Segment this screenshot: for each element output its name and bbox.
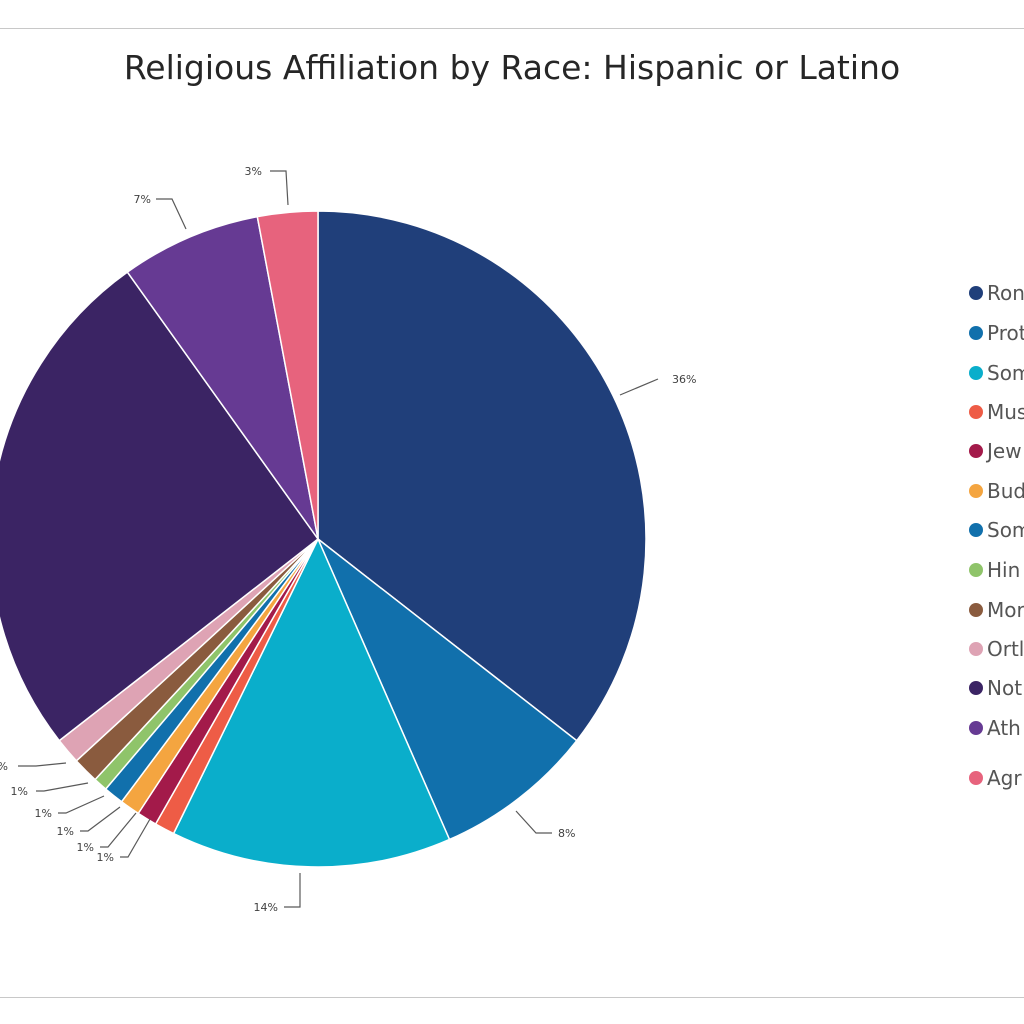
legend-marker-4 [969, 444, 983, 458]
legend-item-6: Som [969, 518, 1024, 542]
legend-marker-9 [969, 642, 983, 656]
legend-item-7: Hin [969, 558, 1020, 582]
legend-item-8: Mor [969, 598, 1024, 622]
leader-line-7 [36, 782, 89, 792]
legend-label-8: Mor [987, 598, 1024, 622]
data-label-11: 7% [134, 193, 151, 206]
leader-line-6 [58, 795, 105, 814]
data-labels: 36%8%14%1%1%1%1%1%1%7%3% [0, 165, 696, 914]
data-label-0: 36% [672, 373, 696, 386]
legend-label-11: Ath [987, 716, 1021, 740]
data-label-12: 3% [245, 165, 262, 178]
chart-area: Religious Affiliation by Race: Hispanic … [0, 28, 1024, 998]
legend-item-0: Ron [969, 281, 1024, 305]
legend-item-4: Jew [969, 439, 1022, 463]
legend-label-4: Jew [985, 439, 1022, 463]
legend-marker-8 [969, 603, 983, 617]
pie-slice-10 [0, 271, 320, 742]
legend-item-1: Prot [969, 321, 1024, 345]
pie-slice-2 [172, 537, 451, 868]
legend-marker-3 [969, 405, 983, 419]
legend-item-3: Mus [969, 400, 1024, 424]
leader-line-1 [515, 810, 552, 834]
legend-marker-11 [969, 721, 983, 735]
data-label-4: 1% [77, 841, 94, 854]
data-label-1: 8% [558, 827, 575, 840]
leader-line-11 [156, 198, 187, 230]
legend-item-5: Bud [969, 479, 1024, 503]
legend-item-10: Not [969, 676, 1022, 700]
data-label-2: 14% [254, 901, 278, 914]
legend-label-5: Bud [987, 479, 1024, 503]
legend-item-9: Ortl [969, 637, 1024, 661]
pie-slice-12 [256, 210, 319, 540]
legend-item-2: Som [969, 361, 1024, 385]
legend-label-7: Hin [987, 558, 1020, 582]
leader-line-0 [619, 378, 659, 396]
legend-marker-5 [969, 484, 983, 498]
legend-item-12: Agr [969, 766, 1022, 790]
data-label-3: 1% [97, 851, 114, 864]
legend-label-3: Mus [987, 400, 1024, 424]
legend-label-12: Agr [987, 766, 1022, 790]
data-label-6: 1% [35, 807, 52, 820]
legend: Ron Prot Som Mus Jew Bud Som Hin Mor Ortl Not Ath Ag… [969, 281, 1024, 790]
legend-marker-2 [969, 366, 983, 380]
legend-marker-0 [969, 286, 983, 300]
chart-title: Religious Affiliation by Race: Hispanic … [124, 48, 900, 87]
legend-label-6: Som [987, 518, 1024, 542]
legend-label-2: Som [987, 361, 1024, 385]
legend-label-0: Ron [987, 281, 1024, 305]
leader-line-3 [120, 818, 151, 858]
leader-line-2 [284, 873, 301, 908]
legend-marker-7 [969, 563, 983, 577]
legend-marker-10 [969, 681, 983, 695]
leader-line-8 [18, 762, 67, 767]
leader-line-4 [100, 812, 137, 848]
data-label-5: 1% [57, 825, 74, 838]
legend-label-1: Prot [987, 321, 1024, 345]
legend-label-10: Not [987, 676, 1022, 700]
legend-label-9: Ortl [987, 637, 1024, 661]
pie-slice-11 [126, 215, 319, 540]
data-label-7: 1% [11, 785, 28, 798]
pie-slice-1 [317, 538, 578, 841]
pie-slice-0 [317, 210, 647, 742]
pie-slices [0, 210, 647, 868]
legend-marker-12 [969, 771, 983, 785]
leader-line-12 [270, 170, 289, 206]
legend-item-11: Ath [969, 716, 1021, 740]
legend-marker-6 [969, 523, 983, 537]
legend-marker-1 [969, 326, 983, 340]
pie-chart: Religious Affiliation by Race: Hispanic … [0, 48, 1024, 914]
leader-line-5 [80, 806, 121, 832]
data-label-8: 1% [0, 760, 8, 773]
